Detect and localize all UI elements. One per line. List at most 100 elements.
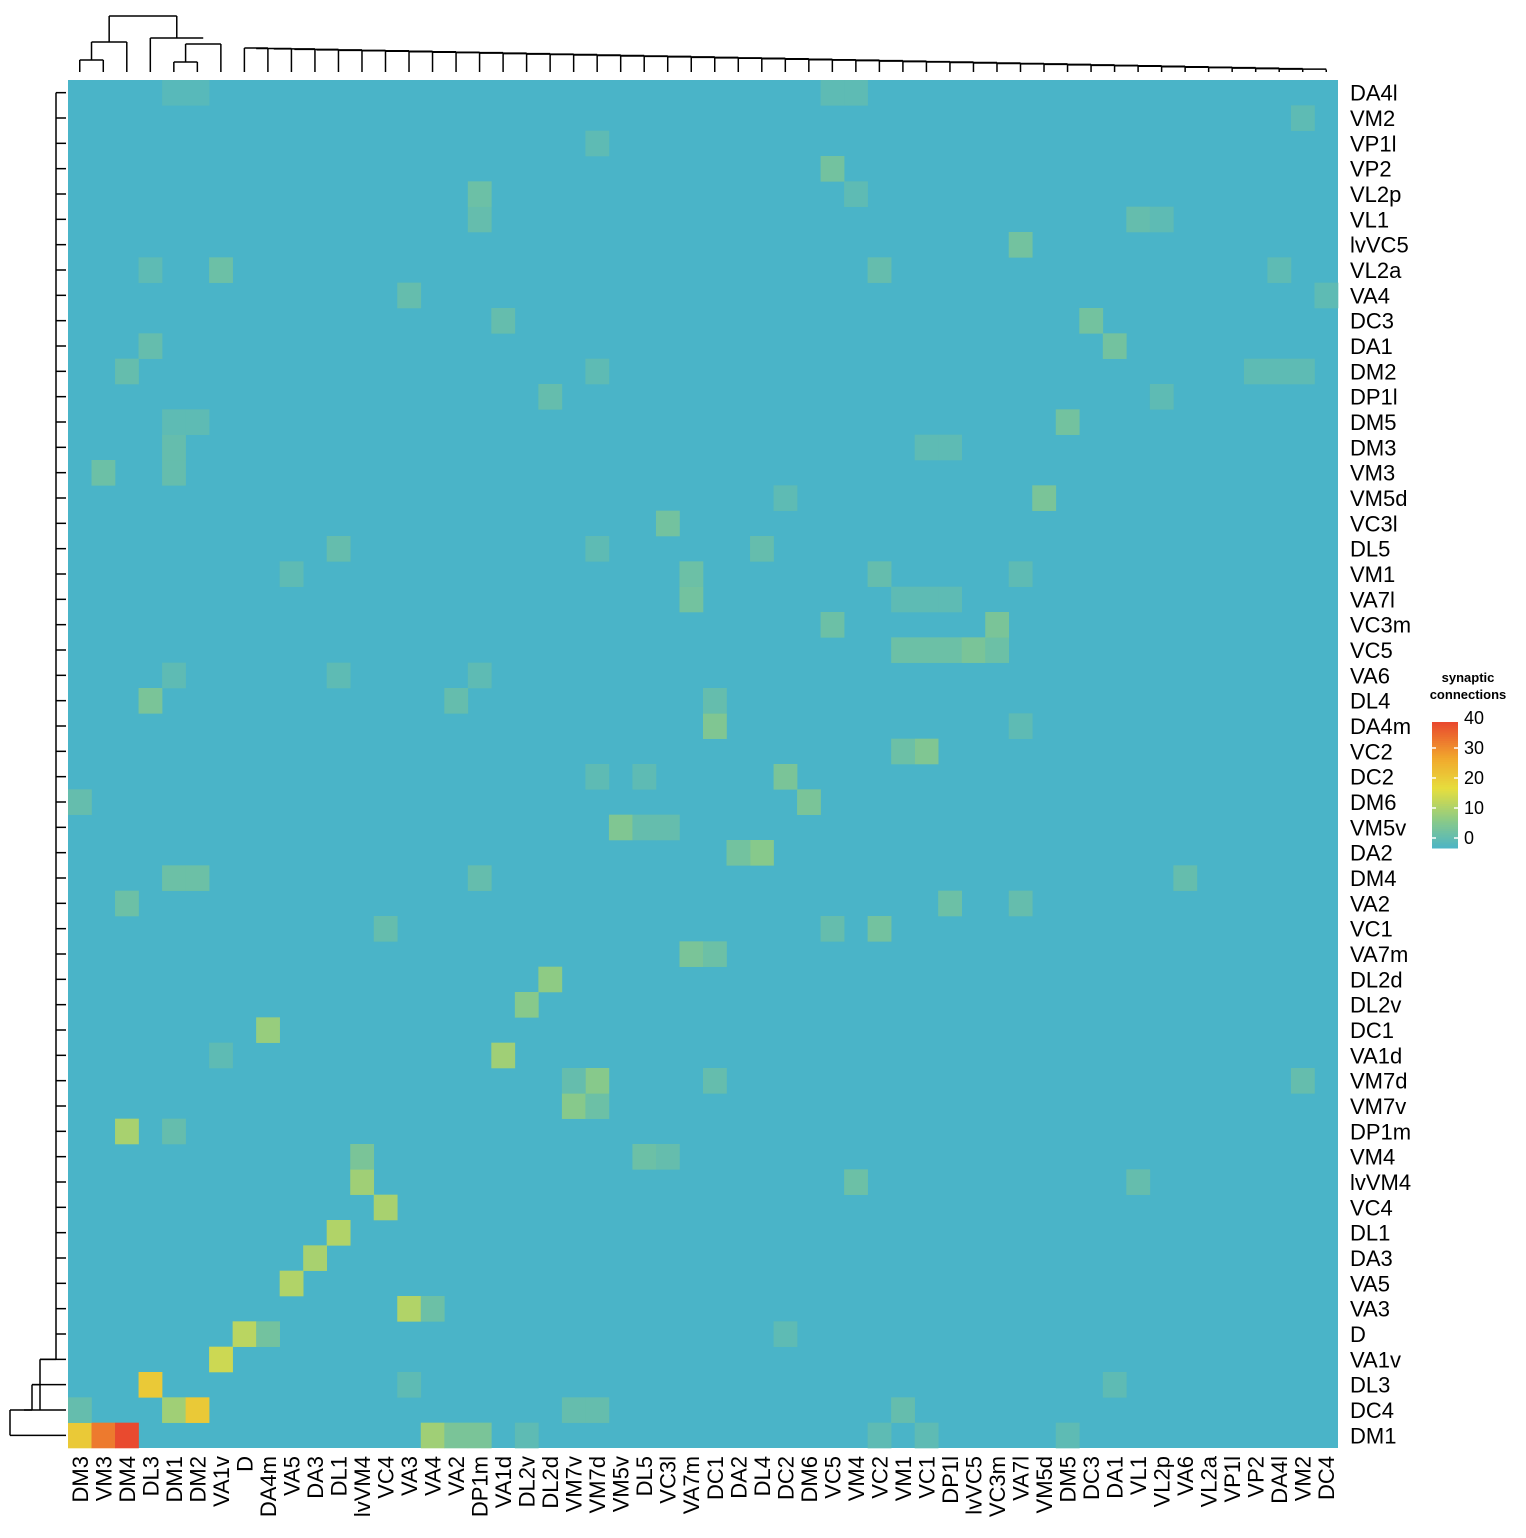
row-label: DL5 <box>1350 537 1390 562</box>
column-label: VC1 <box>914 1456 939 1499</box>
legend-color-step <box>1432 728 1458 731</box>
row-label: DP1m <box>1350 1119 1411 1144</box>
column-label: DL2d <box>538 1456 563 1509</box>
row-label: DM2 <box>1350 359 1396 384</box>
row-labels: DA4lVM2VP1lVP2VL2pVL1lvVC5VL2aVA4DC3DA1D… <box>1350 81 1411 1449</box>
heatmap-cell <box>514 1422 539 1449</box>
heatmap-cell <box>797 789 821 815</box>
column-label: VL2a <box>1197 1455 1222 1507</box>
heatmap-cell <box>961 637 986 663</box>
heatmap-cell <box>632 1144 657 1170</box>
column-label: DM2 <box>185 1456 210 1502</box>
row-label: DC3 <box>1350 309 1394 334</box>
row-label: VC4 <box>1350 1195 1393 1220</box>
legend-color-step <box>1432 722 1458 725</box>
column-label: VM2 <box>1291 1456 1316 1501</box>
column-label: VM3 <box>91 1456 116 1501</box>
heatmap-cell <box>373 916 398 942</box>
legend-color-step <box>1432 789 1458 792</box>
heatmap-cell <box>68 1422 92 1449</box>
legend-color-step <box>1432 820 1458 824</box>
row-label: DL4 <box>1350 689 1390 714</box>
heatmap-cell <box>867 257 892 283</box>
heatmap-cell <box>585 536 610 562</box>
heatmap-cell <box>538 384 563 410</box>
heatmap-cell <box>773 485 798 511</box>
column-label: VC5 <box>820 1456 845 1499</box>
heatmap-cell <box>162 80 186 106</box>
legend-color-step <box>1432 747 1458 750</box>
heatmap-cell <box>1008 561 1033 587</box>
heatmap-cell <box>1008 890 1033 917</box>
heatmap-cell <box>1173 865 1198 891</box>
column-label: DL1 <box>327 1456 352 1496</box>
heatmap-cell <box>467 662 492 689</box>
column-label: VC4 <box>374 1456 399 1499</box>
row-label: DL2d <box>1350 967 1403 992</box>
column-label: VA7m <box>679 1456 704 1514</box>
legend-color-step <box>1432 808 1458 811</box>
row-label: DA4m <box>1350 714 1411 739</box>
heatmap-cell <box>914 586 939 613</box>
heatmap-cell <box>256 1321 280 1347</box>
column-dendrogram <box>79 15 1327 72</box>
column-label: VC3m <box>985 1456 1010 1517</box>
heatmap-cell <box>185 1397 210 1423</box>
column-label: VA5 <box>279 1456 304 1496</box>
heatmap-cell <box>256 1017 280 1043</box>
legend-color-step <box>1432 824 1458 828</box>
column-label: VM5d <box>1032 1456 1057 1513</box>
row-label: VA6 <box>1350 663 1390 688</box>
row-label: DA4l <box>1350 81 1398 106</box>
row-label: VA7l <box>1350 587 1395 612</box>
heatmap-cell <box>467 1422 492 1449</box>
heatmap-cell <box>514 992 539 1018</box>
row-label: VC2 <box>1350 739 1393 764</box>
heatmap-cell <box>326 1220 351 1246</box>
heatmap-cell <box>938 890 963 917</box>
heatmap-cell <box>420 1296 445 1322</box>
heatmap-cell <box>820 612 845 638</box>
legend-color-step <box>1432 795 1458 799</box>
row-label: VL2p <box>1350 182 1401 207</box>
heatmap-cell <box>867 1422 892 1449</box>
heatmap-cell <box>467 206 492 233</box>
legend-color-step <box>1432 810 1458 813</box>
heatmap-cell <box>585 764 610 790</box>
legend-color-step <box>1432 764 1458 767</box>
heatmap-cell <box>820 916 845 942</box>
heatmap-cell <box>914 1422 939 1449</box>
heatmap-cell <box>655 814 680 841</box>
legend-color-step <box>1432 743 1458 746</box>
heatmap-cell <box>185 409 210 435</box>
heatmap-cell <box>750 840 774 866</box>
heatmap-cell <box>1243 358 1268 385</box>
legend-color-step <box>1432 829 1458 832</box>
row-label: DP1l <box>1350 385 1398 410</box>
legend-title: synaptic <box>1442 670 1495 685</box>
row-label: D <box>1350 1322 1366 1347</box>
heatmap-cell <box>444 1422 469 1449</box>
legend-color-step <box>1432 835 1458 838</box>
row-label: VP2 <box>1350 157 1392 182</box>
heatmap-cell <box>1149 384 1174 410</box>
row-label: DC1 <box>1350 1018 1394 1043</box>
row-label: lvVM4 <box>1350 1170 1411 1195</box>
heatmap-cell <box>68 1397 92 1423</box>
heatmap-cell <box>773 1321 798 1347</box>
column-label: DL2v <box>515 1456 540 1507</box>
heatmap-cell <box>162 434 186 461</box>
heatmap-cell <box>703 941 727 967</box>
column-label: VA4 <box>421 1456 446 1496</box>
heatmap-cell <box>820 80 845 106</box>
column-label: VP1l <box>1220 1456 1245 1502</box>
column-label: VA1v <box>209 1456 234 1507</box>
heatmap-cell <box>232 1321 257 1347</box>
column-label: VM7d <box>585 1456 610 1513</box>
row-label: VA4 <box>1350 283 1390 308</box>
column-label: VL1 <box>1126 1456 1151 1495</box>
legend-color-step <box>1432 845 1458 849</box>
heatmap-cell <box>679 561 704 587</box>
legend-color-step <box>1432 791 1458 794</box>
heatmap-cell <box>467 865 492 891</box>
